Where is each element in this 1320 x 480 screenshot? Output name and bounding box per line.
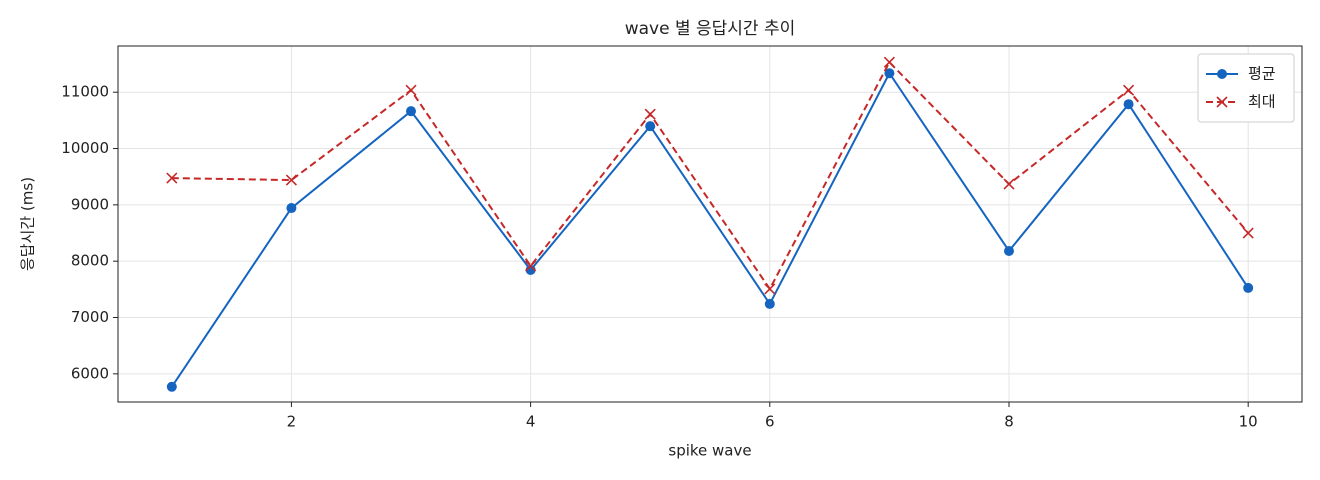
marker [285,174,297,186]
chart-title: wave 별 응답시간 추이 [625,19,796,39]
y-tick-label: 10000 [61,139,109,157]
marker [1242,227,1254,239]
plot-frame [117,45,1303,403]
series-line [171,60,1249,291]
legend-label: 최대 [1248,93,1276,111]
legend-marker [1217,69,1227,79]
marker [286,203,297,214]
marker [884,68,895,79]
x-tick-label: 10 [1239,413,1258,431]
legend-box [1197,53,1295,123]
x-tick-label: 2 [287,413,297,431]
x-tick-label: 8 [1004,413,1014,431]
marker [166,172,178,184]
series-line [170,71,1250,388]
y-axis-label: 응답시간 (ms) [19,177,37,271]
marker [644,108,656,120]
y-tick-label: 9000 [71,195,109,213]
marker [1123,99,1134,110]
marker [883,56,895,68]
marker [525,260,537,272]
marker [645,121,656,132]
marker [166,381,177,392]
marker [1123,84,1135,96]
marker [1003,178,1015,190]
legend-label: 평균 [1248,65,1276,83]
x-axis-label: spike wave [668,442,751,460]
y-tick-label: 8000 [71,252,109,270]
y-tick-label: 6000 [71,364,109,382]
marker [405,84,417,96]
marker [764,283,776,295]
y-tick-label: 7000 [71,308,109,326]
x-tick-label: 4 [526,413,536,431]
marker [1003,245,1014,256]
marker [406,106,417,117]
marker [764,298,775,309]
x-tick-label: 6 [765,413,775,431]
y-tick-label: 11000 [61,83,109,101]
legend-marker [1216,96,1228,108]
marker [1243,282,1254,293]
